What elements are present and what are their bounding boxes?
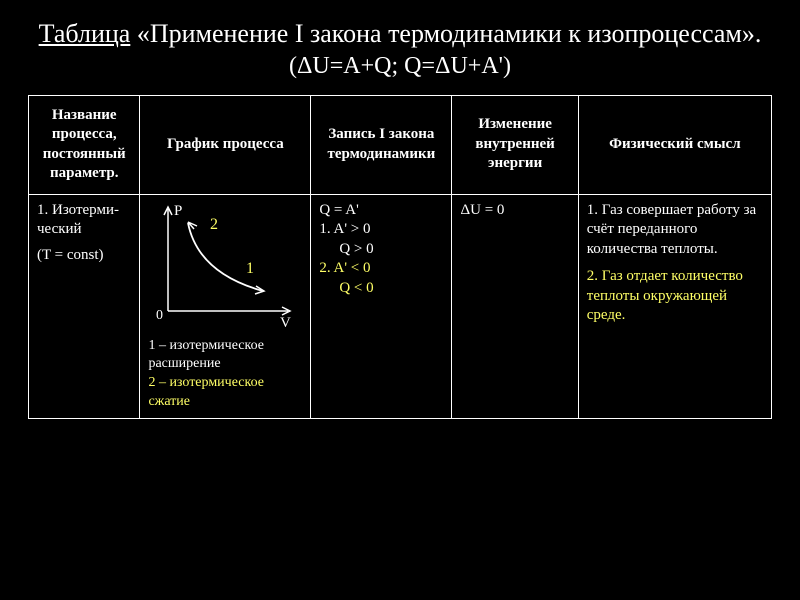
law-line-1: Q = A' (319, 201, 443, 221)
axis-y-label: P (174, 203, 182, 219)
col-header-sense: Физический смысл (578, 95, 771, 194)
sense-2: 2. Газ отдает количество теплоты окружаю… (587, 267, 763, 326)
col-header-dU: Изменение внутренней энергии (452, 95, 578, 194)
cell-law: Q = A' 1. A' > 0 Q > 0 2. A' < 0 Q < 0 (311, 194, 452, 419)
curve-label-2: 2 (210, 216, 218, 233)
slide: Таблица «Применение I закона термодинами… (0, 0, 800, 600)
title-rest: «Применение I закона термодинамики к изо… (130, 19, 761, 48)
col-header-name: Название процесса, постоянный параметр. (29, 95, 140, 194)
col-header-graph: График процесса (140, 95, 311, 194)
slide-title: Таблица «Применение I закона термодинами… (28, 18, 772, 81)
pv-graph: P V 0 1 2 (148, 201, 298, 331)
process-name-line2: (T = const) (37, 246, 131, 266)
pv-graph-svg: P V 0 1 2 (148, 201, 298, 331)
process-name-line1: 1. Изотерми-ческий (37, 201, 131, 240)
title-underline-word: Таблица (39, 19, 131, 48)
title-subtitle: (ΔU=A+Q; Q=ΔU+A') (28, 51, 772, 81)
curve-label-1: 1 (246, 260, 254, 277)
cell-sense: 1. Газ совершает работу за счёт переданн… (578, 194, 771, 419)
axis-x-label: V (280, 315, 291, 331)
table-header-row: Название процесса, постоянный параметр. … (29, 95, 772, 194)
dU-value: ΔU = 0 (460, 201, 569, 221)
law-line-4: 2. A' < 0 (319, 259, 443, 279)
graph-legend: 1 – изотермическое расширение 2 – изотер… (148, 337, 302, 413)
law-line-2: 1. A' > 0 (319, 220, 443, 240)
law-line-3: Q > 0 (319, 240, 443, 260)
cell-dU: ΔU = 0 (452, 194, 578, 419)
table-row: 1. Изотерми-ческий (T = const) (29, 194, 772, 419)
cell-graph: P V 0 1 2 1 – изотермическое расширение … (140, 194, 311, 419)
origin-label: 0 (156, 308, 163, 323)
law-line-5: Q < 0 (319, 279, 443, 299)
col-header-law: Запись I закона термодинамики (311, 95, 452, 194)
sense-1: 1. Газ совершает работу за счёт переданн… (587, 201, 763, 260)
cell-process-name: 1. Изотерми-ческий (T = const) (29, 194, 140, 419)
thermo-table: Название процесса, постоянный параметр. … (28, 95, 772, 420)
isotherm-curve (188, 223, 263, 291)
graph-legend-1: 1 – изотермическое расширение (148, 337, 302, 375)
graph-legend-2: 2 – изотермическое сжатие (148, 374, 302, 412)
